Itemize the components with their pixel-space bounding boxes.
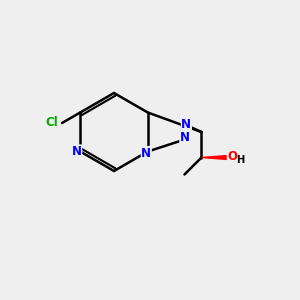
Text: H: H: [236, 155, 244, 165]
Text: N: N: [182, 118, 191, 131]
Text: N: N: [180, 131, 190, 144]
Text: O: O: [227, 149, 237, 163]
Text: Cl: Cl: [45, 116, 58, 130]
Text: N: N: [141, 146, 151, 160]
Polygon shape: [202, 155, 227, 160]
Text: N: N: [72, 145, 82, 158]
